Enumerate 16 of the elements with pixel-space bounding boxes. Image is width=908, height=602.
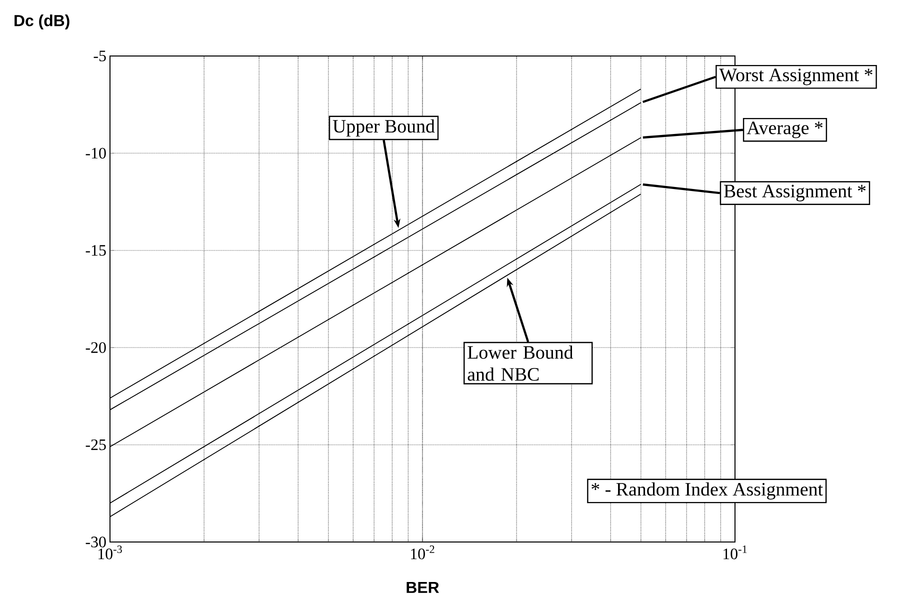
- annotation: Best Assignment *: [724, 184, 866, 202]
- x-axis-title: BER: [406, 582, 439, 593]
- annotation: Upper Bound: [332, 119, 435, 137]
- annotation: Worst Assignment *: [719, 68, 872, 86]
- annotation: Lower Bound and NBC: [468, 346, 574, 381]
- y-tick-label: -10: [86, 148, 106, 159]
- y-tick-label: -20: [86, 342, 106, 353]
- y-tick-label: -30: [86, 536, 106, 548]
- y-tick-label: -25: [86, 439, 106, 450]
- annotation: Average *: [746, 122, 823, 138]
- x-tick-label: 10$^{-2}$: [411, 546, 434, 560]
- y-axis-title: Dc (dB): [14, 14, 70, 30]
- y-tick-label: -5: [94, 50, 106, 62]
- x-tick-label: 10$^{-1}$: [724, 546, 747, 560]
- annotation: * - Random Index Assignment: [592, 482, 823, 500]
- y-tick-label: -15: [86, 245, 106, 256]
